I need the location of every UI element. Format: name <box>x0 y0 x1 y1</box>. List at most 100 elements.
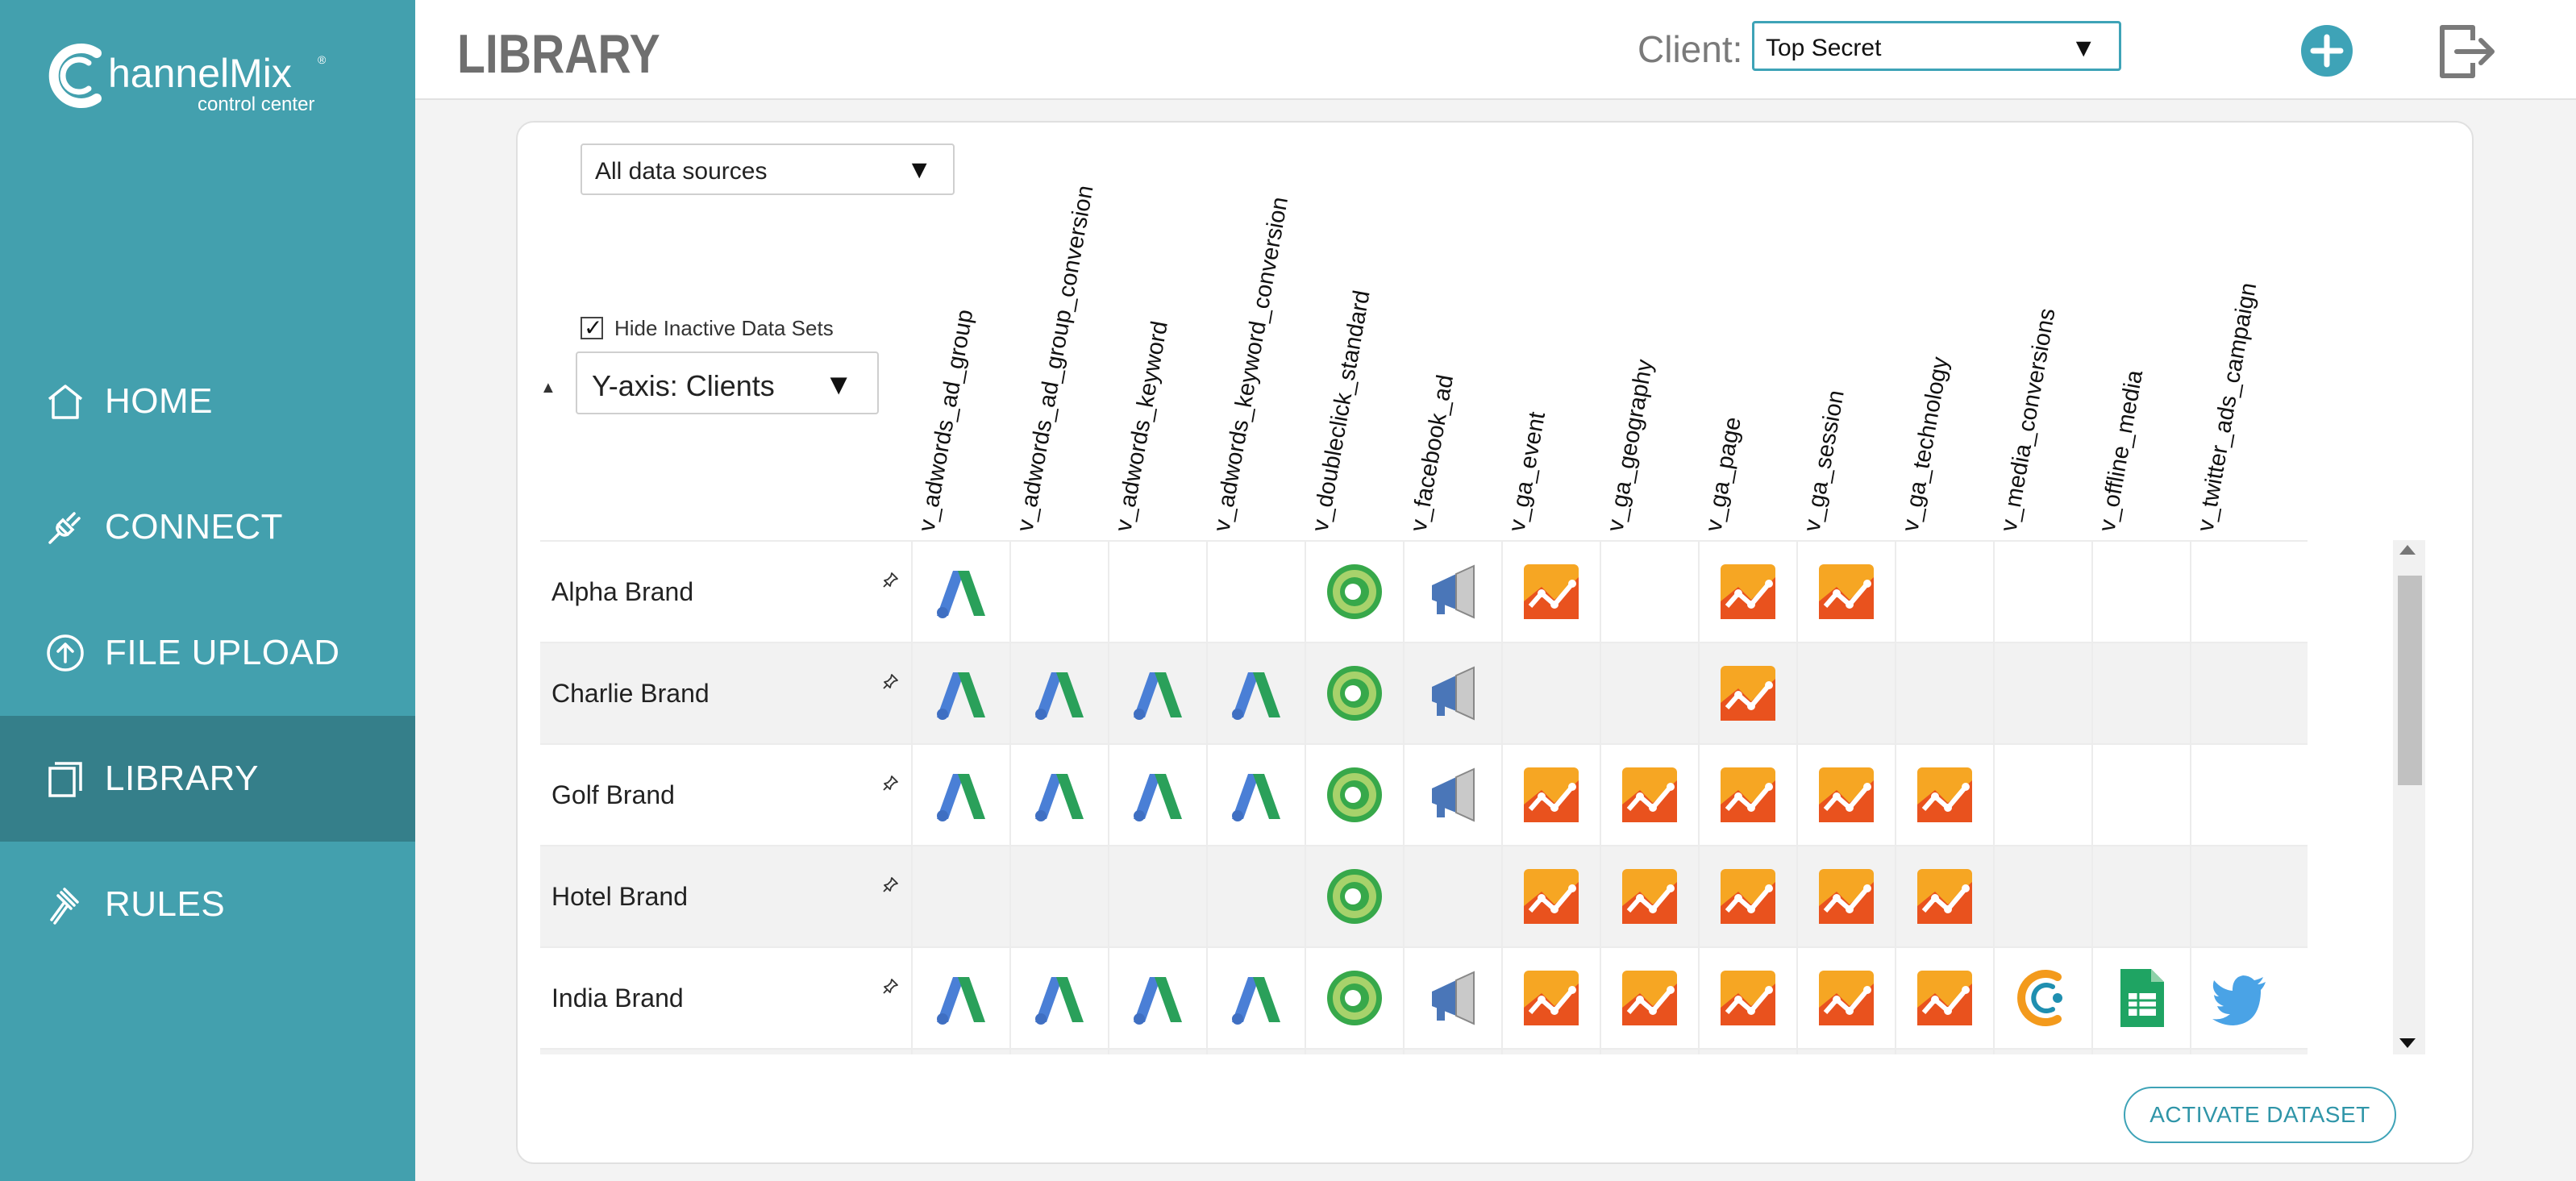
dataset-cell[interactable] <box>1796 846 1895 946</box>
dataset-cell[interactable] <box>1993 948 2091 1048</box>
data-source-select[interactable]: All data sources ▼ <box>581 143 955 195</box>
adwords-icon <box>1134 672 1182 720</box>
dataset-cell <box>1009 846 1108 946</box>
column-header: v_adwords_ad_group <box>911 123 1008 534</box>
table-row[interactable]: Charlie Brand <box>540 642 2308 743</box>
dataset-cell[interactable] <box>1305 1050 1403 1054</box>
dataset-cell[interactable] <box>1501 542 1600 642</box>
pin-icon[interactable] <box>882 977 900 995</box>
dataset-cell <box>1108 846 1206 946</box>
table-row[interactable] <box>540 1048 2308 1054</box>
library-icon <box>48 762 82 797</box>
dataset-cell[interactable] <box>1206 745 1305 845</box>
dataset-cell[interactable] <box>1501 846 1600 946</box>
dataset-cell[interactable] <box>911 948 1009 1048</box>
scroll-down-arrow-icon[interactable] <box>2399 1038 2416 1048</box>
sidebar-item-rules[interactable]: RULES <box>0 842 415 967</box>
dataset-cell[interactable] <box>1698 948 1796 1048</box>
table-row[interactable]: Golf Brand <box>540 743 2308 845</box>
dataset-cell[interactable] <box>1895 846 1993 946</box>
dataset-cell[interactable] <box>1501 948 1600 1048</box>
dataset-cell <box>1009 542 1108 642</box>
yaxis-select[interactable]: Y-axis: Clients ▼ <box>576 351 879 414</box>
dataset-cell[interactable] <box>1698 846 1796 946</box>
column-header-label: v_twitter_ads_campaign <box>2192 281 2262 534</box>
dataset-cell[interactable] <box>1403 948 1501 1048</box>
row-client-name: Golf Brand <box>551 780 675 809</box>
client-select-value: Top Secret <box>1766 35 1882 61</box>
dataset-cell[interactable] <box>1698 643 1796 743</box>
dataset-cell[interactable] <box>2091 948 2190 1048</box>
table-row[interactable]: India Brand <box>540 946 2308 1048</box>
checkbox-checked-icon[interactable] <box>581 314 603 341</box>
column-header: v_ga_geography <box>1600 123 1696 534</box>
dataset-cell[interactable] <box>1108 1050 1206 1054</box>
table-row[interactable]: Hotel Brand <box>540 845 2308 946</box>
dataset-cell[interactable] <box>1305 542 1403 642</box>
dataset-cell[interactable] <box>1796 745 1895 845</box>
dataset-cell[interactable] <box>1403 643 1501 743</box>
dataset-cell[interactable] <box>1305 846 1403 946</box>
dataset-cell[interactable] <box>1009 1050 1108 1054</box>
dataset-cell[interactable] <box>1501 1050 1600 1054</box>
dataset-cell[interactable] <box>1108 948 1206 1048</box>
dataset-cell[interactable] <box>1403 1050 1501 1054</box>
sidebar-item-home[interactable]: HOME <box>0 339 415 464</box>
dataset-cell[interactable] <box>1600 948 1698 1048</box>
sidebar-item-connect[interactable]: CONNECT <box>0 464 415 590</box>
dropdown-arrow-icon: ▼ <box>824 368 853 401</box>
vertical-scrollbar[interactable] <box>2393 540 2425 1054</box>
dataset-cell[interactable] <box>911 542 1009 642</box>
dataset-cell[interactable] <box>1796 542 1895 642</box>
dataset-cell[interactable] <box>1108 745 1206 845</box>
pin-icon[interactable] <box>882 774 900 792</box>
column-header-label: v_doubleclick_standard <box>1307 288 1375 534</box>
dataset-cell[interactable] <box>1403 542 1501 642</box>
dataset-cell[interactable] <box>1698 745 1796 845</box>
dataset-cell[interactable] <box>1895 745 1993 845</box>
pin-icon[interactable] <box>882 571 900 588</box>
dataset-cell[interactable] <box>1009 643 1108 743</box>
sort-caret-icon[interactable]: ▲ <box>540 379 556 397</box>
scroll-thumb[interactable] <box>2398 576 2422 785</box>
dataset-cell[interactable] <box>1403 745 1501 845</box>
activate-dataset-button[interactable]: ACTIVATE DATASET <box>2124 1087 2396 1143</box>
column-header: v_ga_session <box>1796 123 1893 534</box>
dataset-cell[interactable] <box>1009 948 1108 1048</box>
client-label: Client: <box>1638 28 1743 70</box>
dataset-cell[interactable] <box>2190 948 2288 1048</box>
data-source-select-value: All data sources <box>595 158 768 185</box>
scroll-up-arrow-icon[interactable] <box>2399 545 2416 555</box>
dataset-cell[interactable] <box>911 745 1009 845</box>
client-select[interactable]: Top Secret ▼ <box>1752 21 2121 71</box>
channelmix-c-icon <box>48 44 102 108</box>
dataset-cell[interactable] <box>1206 948 1305 1048</box>
dataset-cell[interactable] <box>1206 1050 1305 1054</box>
dataset-cell[interactable] <box>1600 846 1698 946</box>
hide-inactive-checkbox[interactable]: Hide Inactive Data Sets <box>581 314 834 342</box>
dataset-cell[interactable] <box>1698 542 1796 642</box>
logout-button[interactable] <box>2437 23 2499 81</box>
upload-icon <box>47 634 84 672</box>
dataset-cell[interactable] <box>911 1050 1009 1054</box>
sidebar-item-file-upload[interactable]: FILE UPLOAD <box>0 590 415 716</box>
pin-icon[interactable] <box>882 672 900 690</box>
sidebar-item-library[interactable]: LIBRARY <box>0 716 415 842</box>
add-button[interactable] <box>2300 24 2353 77</box>
dataset-cell <box>1796 1050 1895 1054</box>
pin-icon[interactable] <box>882 875 900 893</box>
dataset-cell[interactable] <box>1206 643 1305 743</box>
dataset-cell[interactable] <box>911 643 1009 743</box>
logo-subtitle: control center <box>198 94 315 115</box>
dataset-cell[interactable] <box>1305 745 1403 845</box>
dataset-cell[interactable] <box>1305 948 1403 1048</box>
dataset-cell[interactable] <box>1305 643 1403 743</box>
dataset-cell[interactable] <box>1600 745 1698 845</box>
dataset-cell[interactable] <box>1501 745 1600 845</box>
dataset-cell <box>1108 542 1206 642</box>
dataset-cell[interactable] <box>1796 948 1895 1048</box>
table-row[interactable]: Alpha Brand <box>540 540 2308 642</box>
dataset-cell[interactable] <box>1009 745 1108 845</box>
dataset-cell[interactable] <box>1108 643 1206 743</box>
dataset-cell[interactable] <box>1895 948 1993 1048</box>
